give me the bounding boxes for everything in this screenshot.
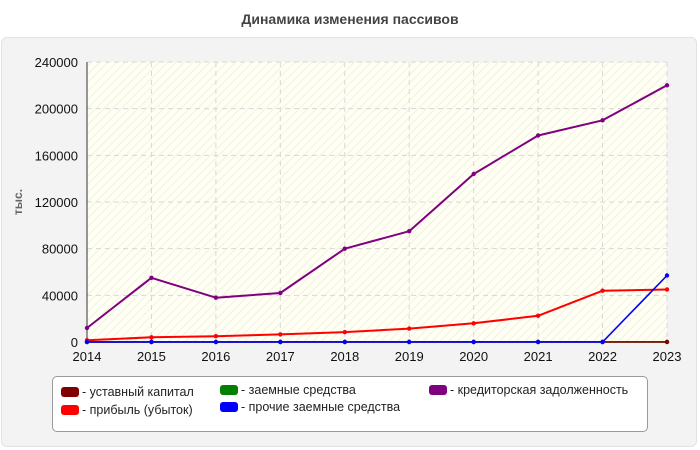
data-point xyxy=(664,273,670,278)
data-point xyxy=(535,133,541,138)
x-tick-labels: 2014 2015 2016 2017 2018 2019 2020 2021 2022 2023 xyxy=(73,349,682,364)
x-tick-label: 2015 xyxy=(137,349,166,364)
series-group xyxy=(84,83,670,345)
legend-label: уставный капитал xyxy=(89,385,194,399)
legend-dash: - xyxy=(82,385,90,399)
y-tick-label: 0 xyxy=(71,335,78,350)
y-tick-label: 240000 xyxy=(35,55,78,70)
series-line xyxy=(87,274,668,343)
legend-item-borrowed-funds: - заемные средства xyxy=(220,383,356,397)
x-tick-label: 2019 xyxy=(395,349,424,364)
data-point xyxy=(342,329,347,335)
data-point xyxy=(407,339,412,345)
data-point xyxy=(600,288,605,293)
legend-swatch xyxy=(61,387,79,397)
x-tick-label: 2020 xyxy=(459,349,488,364)
legend: - уставный капитал - прибыль (убыток) - … xyxy=(52,376,648,432)
data-point xyxy=(535,339,541,345)
data-point xyxy=(149,335,154,340)
legend-swatch xyxy=(61,405,79,415)
data-point xyxy=(213,295,219,300)
x-tick-label: 2021 xyxy=(524,349,553,364)
legend-dash: - xyxy=(82,403,90,417)
data-point xyxy=(278,290,283,296)
data-point xyxy=(407,228,412,234)
y-tick-label: 160000 xyxy=(35,148,78,163)
legend-swatch xyxy=(220,385,238,395)
legend-label: кредиторская задолженность xyxy=(457,383,629,397)
legend-label: заемные средства xyxy=(248,383,356,397)
data-point xyxy=(278,339,283,345)
legend-dash: - xyxy=(241,400,249,414)
legend-dash: - xyxy=(450,383,458,397)
data-point xyxy=(407,326,412,331)
data-point xyxy=(471,321,476,326)
y-axis-label: тыс. xyxy=(11,189,25,215)
data-point xyxy=(149,339,154,345)
data-point xyxy=(213,333,219,339)
legend-dash: - xyxy=(241,383,249,397)
x-tick-label: 2017 xyxy=(266,349,295,364)
data-point xyxy=(342,246,347,251)
data-point xyxy=(535,313,541,318)
data-point xyxy=(213,339,219,345)
data-point xyxy=(664,339,670,345)
data-point xyxy=(278,332,283,337)
x-tick-label: 2018 xyxy=(330,349,359,364)
x-tick-label: 2023 xyxy=(653,349,682,364)
y-tick-label: 40000 xyxy=(42,288,78,303)
data-point xyxy=(471,171,476,177)
legend-swatch xyxy=(220,402,238,412)
data-point xyxy=(471,339,476,345)
series-line xyxy=(86,288,668,342)
y-tick-label: 120000 xyxy=(35,195,78,210)
legend-item-charter-capital: - уставный капитал xyxy=(61,385,194,399)
y-tick-labels: 0 40000 80000 120000 160000 200000 240000 xyxy=(35,55,78,350)
x-tick-label: 2016 xyxy=(201,349,230,364)
series-line xyxy=(86,84,668,329)
data-point xyxy=(149,275,154,281)
y-tick-label: 80000 xyxy=(42,242,78,257)
data-point xyxy=(600,118,605,123)
x-tick-label: 2014 xyxy=(73,349,102,364)
legend-item-profit: - прибыль (убыток) xyxy=(61,403,193,417)
data-point xyxy=(664,287,670,292)
data-point xyxy=(664,83,670,88)
data-point xyxy=(600,339,605,345)
chart-title: Динамика изменения пассивов xyxy=(241,11,459,27)
data-point xyxy=(342,339,347,345)
legend-item-other-borrowed-funds: - прочие заемные средства xyxy=(220,400,400,414)
legend-label: прибыль (убыток) xyxy=(89,403,193,417)
legend-swatch xyxy=(429,385,447,395)
data-point xyxy=(84,339,90,345)
legend-label: прочие заемные средства xyxy=(248,400,401,414)
y-tick-label: 200000 xyxy=(35,102,78,117)
grid xyxy=(87,61,668,342)
legend-item-accounts-payable: - кредиторская задолженность xyxy=(429,383,628,397)
data-point xyxy=(84,325,90,331)
x-tick-label: 2022 xyxy=(588,349,617,364)
